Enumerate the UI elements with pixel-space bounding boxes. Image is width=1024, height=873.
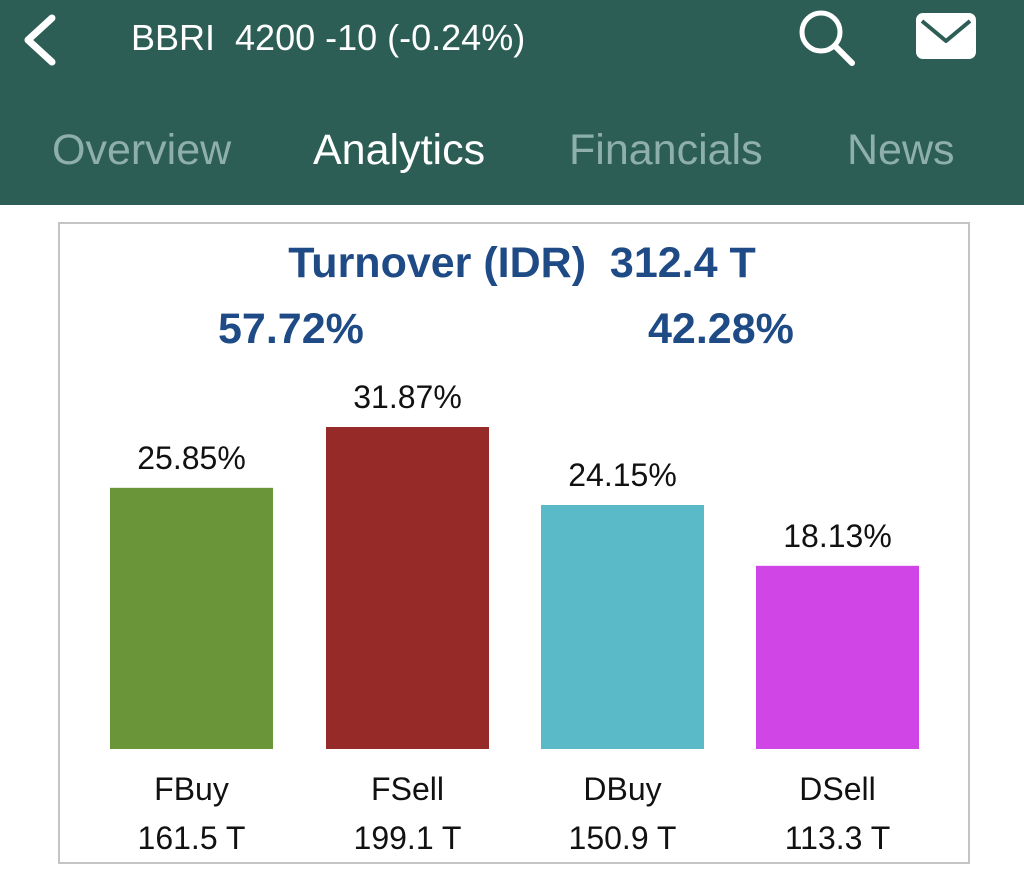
- bar-dbuy: [541, 504, 704, 749]
- foreign-share: 57.72%: [218, 305, 364, 353]
- bar-percent-label-dsell: 18.13%: [783, 518, 892, 554]
- amount-label-fbuy: 161.5 T: [138, 820, 246, 856]
- bar-percent-label-dbuy: 24.15%: [568, 457, 677, 493]
- category-label-dsell: DSell: [799, 771, 875, 807]
- amount-label-dbuy: 150.9 T: [569, 820, 677, 856]
- turnover-title: Turnover (IDR) 312.4 T: [288, 239, 756, 287]
- domestic-share: 42.28%: [648, 305, 794, 353]
- mail-icon[interactable]: [914, 11, 978, 61]
- tab-overview[interactable]: Overview: [52, 126, 232, 174]
- amount-label-dsell: 113.3 T: [785, 820, 891, 856]
- tab-analytics[interactable]: Analytics: [313, 126, 486, 174]
- amount-label-fsell: 199.1 T: [354, 820, 462, 856]
- quote-title: BBRI 4200 -10 (-0.24%): [131, 17, 526, 58]
- category-label-dbuy: DBuy: [583, 771, 661, 807]
- category-label-fbuy: FBuy: [154, 771, 229, 807]
- bar-fbuy: [110, 487, 273, 749]
- bar-percent-label-fbuy: 25.85%: [137, 440, 246, 476]
- category-label-fsell: FSell: [371, 771, 444, 807]
- app-header: BBRI 4200 -10 (-0.24%) Overview Analytic…: [0, 0, 1024, 205]
- bar-percent-label-fsell: 31.87%: [353, 379, 462, 415]
- tab-news[interactable]: News: [847, 126, 955, 174]
- tab-financials[interactable]: Financials: [569, 126, 763, 174]
- bar-fsell: [326, 427, 489, 749]
- search-icon[interactable]: [796, 8, 858, 68]
- chevron-left-icon[interactable]: [18, 14, 64, 66]
- bar-dsell: [756, 565, 919, 749]
